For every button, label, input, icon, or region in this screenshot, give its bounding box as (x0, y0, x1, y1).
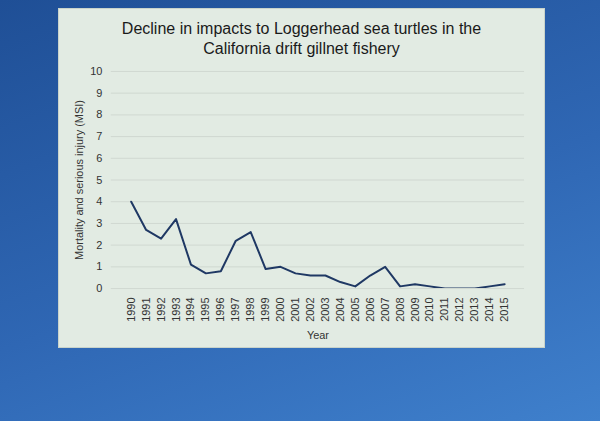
svg-text:2014: 2014 (483, 298, 495, 322)
svg-text:1990: 1990 (125, 298, 137, 322)
svg-text:2013: 2013 (468, 298, 480, 322)
svg-text:2012: 2012 (453, 298, 465, 322)
svg-text:2009: 2009 (409, 298, 421, 322)
svg-text:2000: 2000 (274, 298, 286, 322)
svg-text:2001: 2001 (289, 298, 301, 322)
svg-text:2007: 2007 (379, 298, 391, 322)
svg-text:8: 8 (96, 108, 102, 120)
svg-text:Year: Year (307, 329, 329, 341)
svg-text:1995: 1995 (199, 298, 211, 322)
svg-text:1991: 1991 (140, 298, 152, 322)
html-text:Decline in impacts to Loggerhe: Decline in impacts to Loggerhead sea tur… (121, 20, 482, 57)
svg-text:2002: 2002 (304, 298, 316, 322)
svg-text:10: 10 (90, 65, 102, 77)
svg-text:2015: 2015 (498, 298, 510, 322)
svg-text:2006: 2006 (364, 298, 376, 322)
svg-text:2005: 2005 (349, 298, 361, 322)
svg-text:1: 1 (96, 260, 102, 272)
svg-text:2010: 2010 (423, 298, 435, 322)
svg-text:2011: 2011 (438, 298, 450, 322)
svg-text:1999: 1999 (259, 298, 271, 322)
svg-text:2: 2 (96, 239, 102, 251)
svg-text:2008: 2008 (394, 298, 406, 322)
svg-text:1992: 1992 (155, 298, 167, 322)
svg-text:1993: 1993 (170, 298, 182, 322)
svg-text:1994: 1994 (184, 298, 196, 322)
svg-text:1998: 1998 (244, 298, 256, 322)
svg-text:Mortality and serious injury (: Mortality and serious injury (MSI) (73, 100, 85, 260)
svg-text:2004: 2004 (334, 298, 346, 322)
svg-text:1997: 1997 (229, 298, 241, 322)
svg-text:4: 4 (96, 195, 102, 207)
svg-text:7: 7 (96, 130, 102, 142)
svg-text:3: 3 (96, 217, 102, 229)
svg-text:0: 0 (96, 282, 102, 294)
svg-text:9: 9 (96, 87, 102, 99)
svg-text:1996: 1996 (214, 298, 226, 322)
svg-text:2003: 2003 (319, 298, 331, 322)
svg-text:5: 5 (96, 174, 102, 186)
svg-text:6: 6 (96, 152, 102, 164)
